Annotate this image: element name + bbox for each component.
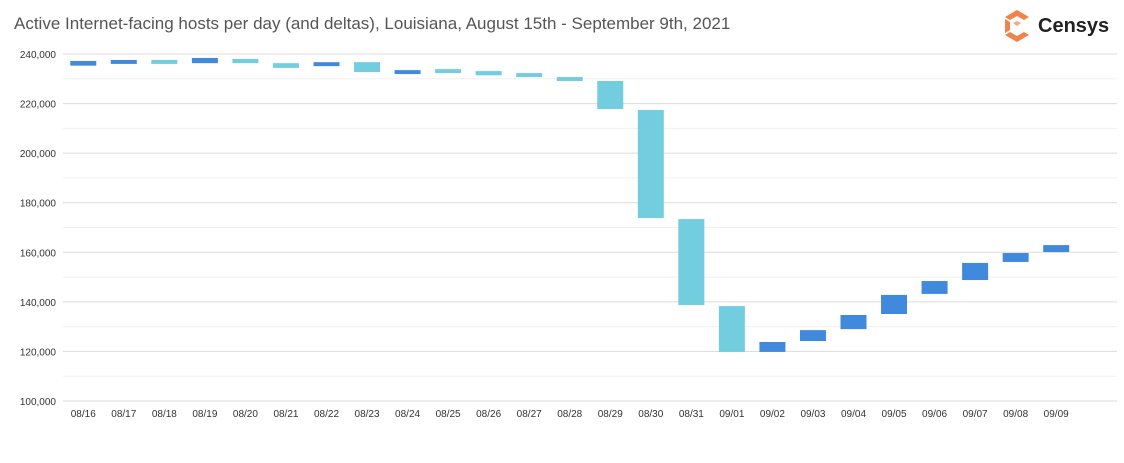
- x-tick-label: 09/09: [1044, 409, 1069, 420]
- x-tick-label: 08/25: [436, 409, 461, 420]
- bar-08-22: [313, 62, 340, 67]
- x-tick-label: 09/05: [882, 409, 907, 420]
- bar-09-02: [759, 342, 786, 352]
- bar-09-09: [1043, 245, 1070, 253]
- y-tick-label: 140,000: [20, 298, 57, 309]
- censys-logo-icon: [1005, 10, 1029, 42]
- bar-09-08: [1002, 253, 1029, 262]
- bar-08-24: [394, 70, 421, 75]
- x-tick-label: 08/18: [152, 409, 177, 420]
- censys-logo: Censys: [1002, 9, 1109, 43]
- bar-08-18: [151, 59, 178, 64]
- x-tick-label: 08/28: [557, 409, 582, 420]
- chart-title: Active Internet-facing hosts per day (an…: [14, 14, 731, 33]
- bar-09-05: [881, 294, 908, 315]
- y-tick-label: 100,000: [20, 397, 57, 408]
- x-tick-label: 09/08: [1003, 409, 1028, 420]
- bar-08-31: [678, 219, 705, 306]
- bar-08-28: [556, 77, 583, 82]
- x-tick-label: 09/04: [841, 409, 866, 420]
- x-tick-label: 08/21: [273, 409, 298, 420]
- x-tick-label: 09/01: [719, 409, 744, 420]
- bar-08-25: [435, 69, 462, 74]
- x-tick-label: 08/22: [314, 409, 339, 420]
- bar-08-30: [637, 110, 664, 219]
- bar-08-20: [232, 58, 259, 64]
- bar-09-04: [840, 314, 867, 330]
- y-tick-label: 160,000: [20, 248, 57, 259]
- x-tick-label: 08/29: [598, 409, 623, 420]
- x-tick-label: 08/23: [355, 409, 380, 420]
- x-tick-label: 08/26: [476, 409, 501, 420]
- bar-09-01: [718, 306, 745, 352]
- bar-08-26: [475, 71, 502, 76]
- bar-08-17: [110, 59, 137, 64]
- bar-08-21: [272, 63, 299, 68]
- bar-08-19: [191, 57, 218, 64]
- bar-09-06: [921, 281, 948, 294]
- bar-08-29: [597, 81, 624, 110]
- bar-08-23: [354, 62, 381, 73]
- bar-08-27: [516, 73, 543, 78]
- x-tick-label: 08/16: [71, 409, 96, 420]
- x-tick-label: 08/31: [679, 409, 704, 420]
- x-tick-label: 08/19: [192, 409, 217, 420]
- logo-text: Censys: [1038, 14, 1110, 37]
- x-tick-label: 09/07: [963, 409, 988, 420]
- bar-09-03: [799, 330, 826, 342]
- x-tick-label: 08/20: [233, 409, 258, 420]
- x-tick-label: 08/24: [395, 409, 420, 420]
- x-tick-label: 08/17: [111, 409, 136, 420]
- bar-09-07: [962, 262, 989, 281]
- x-tick-label: 09/02: [760, 409, 785, 420]
- y-tick-label: 200,000: [20, 149, 57, 160]
- y-tick-label: 180,000: [20, 199, 57, 210]
- y-tick-label: 120,000: [20, 347, 57, 358]
- y-tick-label: 220,000: [20, 100, 57, 111]
- x-tick-label: 08/30: [638, 409, 663, 420]
- bar-08-16: [70, 60, 97, 66]
- y-tick-label: 240,000: [20, 50, 57, 61]
- x-tick-label: 08/27: [517, 409, 542, 420]
- x-tick-label: 09/06: [922, 409, 947, 420]
- x-tick-label: 09/03: [800, 409, 825, 420]
